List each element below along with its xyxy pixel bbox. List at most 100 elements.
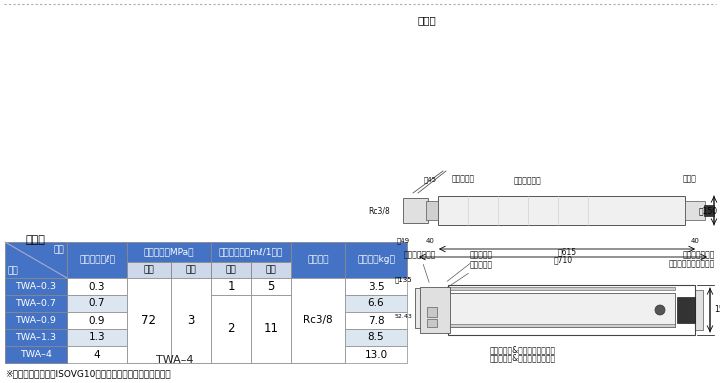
Text: 4: 4	[94, 350, 100, 360]
Bar	[171, 262, 211, 278]
Text: 高圧: 高圧	[225, 265, 236, 275]
Text: TWA–4: TWA–4	[20, 350, 52, 359]
Text: TWA–4: TWA–4	[156, 355, 194, 365]
Bar	[211, 295, 251, 363]
Bar	[5, 312, 67, 329]
Bar	[345, 295, 407, 312]
Bar	[291, 346, 345, 363]
Bar	[67, 295, 127, 312]
Text: 操作吐出量（mℓ/1回）: 操作吐出量（mℓ/1回）	[219, 247, 283, 257]
Bar	[5, 278, 67, 295]
Bar	[171, 278, 211, 295]
Bar	[685, 201, 705, 220]
Bar	[211, 312, 251, 329]
Text: 5: 5	[267, 280, 275, 293]
Text: 7.8: 7.8	[368, 316, 384, 326]
Bar	[5, 329, 67, 346]
Bar	[251, 312, 291, 329]
Bar	[211, 278, 251, 295]
Bar	[171, 278, 211, 363]
Bar	[5, 278, 67, 295]
Text: オイルタンク: オイルタンク	[514, 176, 542, 185]
Bar	[211, 329, 251, 346]
Text: 3: 3	[187, 314, 194, 327]
Bar	[211, 346, 251, 363]
Bar	[695, 290, 703, 330]
Bar	[5, 346, 67, 363]
Bar	[251, 329, 291, 346]
Text: 質量約（kg）: 質量約（kg）	[357, 255, 395, 265]
Bar	[345, 329, 407, 346]
Text: 低圧安全弁: 低圧安全弁	[447, 260, 493, 288]
Bar	[67, 242, 127, 278]
Text: 検油棒及び給油口兼用: 検油棒及び給油口兼用	[669, 259, 715, 268]
Text: 形式: 形式	[8, 266, 19, 275]
Bar	[211, 278, 251, 295]
Bar	[251, 262, 291, 278]
Bar	[127, 346, 171, 363]
Bar	[211, 242, 291, 262]
Text: Rc3/8: Rc3/8	[303, 316, 333, 326]
Text: エア抜きプラグ: エア抜きプラグ	[683, 250, 715, 259]
Text: 40: 40	[690, 238, 699, 244]
Text: 8.5: 8.5	[368, 332, 384, 342]
Bar	[67, 346, 127, 363]
Bar	[427, 307, 437, 317]
Bar	[345, 346, 407, 363]
Bar	[127, 329, 171, 346]
Text: 6.6: 6.6	[368, 298, 384, 308]
Bar	[291, 278, 345, 363]
Text: フック: フック	[683, 174, 697, 183]
Text: 13.0: 13.0	[364, 350, 387, 360]
Bar	[67, 329, 127, 346]
Bar	[127, 262, 171, 278]
Text: TWA–0.9: TWA–0.9	[16, 316, 56, 325]
Text: 40: 40	[426, 238, 434, 244]
Bar	[251, 295, 291, 363]
Bar	[171, 346, 211, 363]
Bar	[403, 198, 428, 223]
Bar	[5, 295, 67, 312]
Bar	[291, 295, 345, 312]
Bar	[291, 329, 345, 346]
Text: 約45: 約45	[423, 177, 436, 183]
Bar	[127, 278, 171, 363]
Bar	[127, 278, 171, 295]
Text: 2: 2	[228, 322, 235, 336]
Bar	[704, 205, 714, 216]
Bar	[345, 312, 407, 329]
Bar	[67, 278, 127, 295]
Text: 0.9: 0.9	[89, 316, 105, 326]
Bar	[448, 287, 675, 290]
Text: 吐出圧力（MPa）: 吐出圧力（MPa）	[144, 247, 194, 257]
Bar	[171, 312, 211, 329]
Text: 低圧: 低圧	[186, 265, 197, 275]
Text: 1.3: 1.3	[89, 332, 105, 342]
Text: 1: 1	[228, 280, 235, 293]
Text: 約135: 約135	[395, 277, 412, 283]
Bar	[438, 196, 685, 225]
Text: Rc3/8: Rc3/8	[368, 206, 390, 215]
Bar	[415, 288, 450, 328]
Text: 11: 11	[264, 322, 279, 336]
Text: TWA–0.3: TWA–0.3	[16, 282, 56, 291]
Text: 3.5: 3.5	[368, 282, 384, 291]
Text: TWA–1.3: TWA–1.3	[16, 333, 56, 342]
Bar	[171, 295, 211, 312]
Text: サクション&デリベリ（高圧）: サクション&デリベリ（高圧）	[490, 353, 556, 362]
Bar	[345, 278, 407, 295]
Bar	[427, 319, 437, 327]
Bar	[5, 329, 67, 346]
Bar	[5, 295, 67, 312]
Bar	[677, 297, 695, 323]
Bar	[171, 329, 211, 346]
Text: 項目: 項目	[53, 245, 64, 254]
Bar	[251, 346, 291, 363]
Text: 約710: 約710	[554, 255, 572, 264]
Text: 約150: 約150	[699, 206, 718, 215]
Text: 約49: 約49	[397, 238, 410, 244]
Bar	[211, 295, 251, 312]
Text: 約615: 約615	[557, 247, 577, 256]
Text: 150: 150	[714, 306, 720, 314]
Bar	[291, 312, 345, 329]
